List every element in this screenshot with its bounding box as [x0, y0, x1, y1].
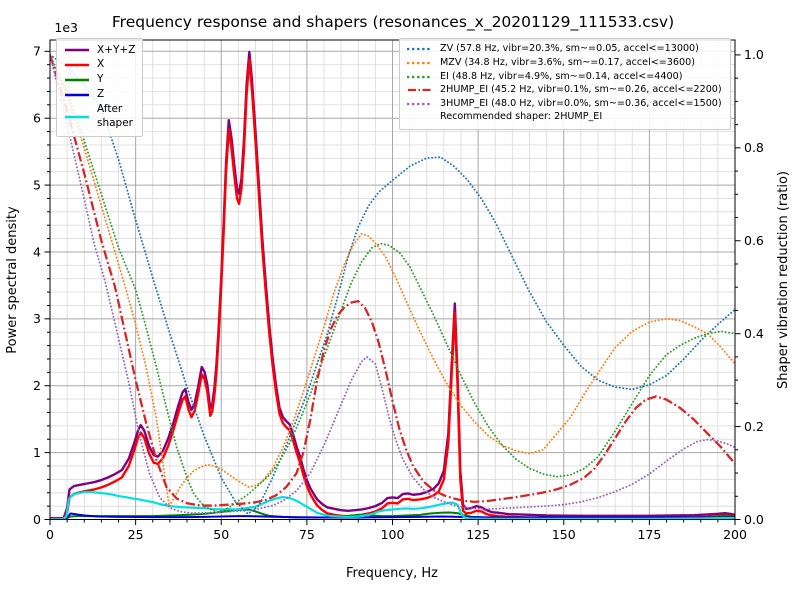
- y-left-tick-label: 5: [33, 177, 41, 192]
- legend-item-label: Recommended shaper: 2HUMP_EI: [440, 111, 603, 123]
- legend-item: Y: [64, 73, 135, 86]
- legend-line-swatch: [407, 61, 433, 65]
- y-right-tick-label: 0.2: [744, 419, 764, 434]
- x-tick-label: 50: [213, 527, 229, 542]
- shaper-legend: ZV (57.8 Hz, vibr=20.3%, sm~=0.05, accel…: [399, 38, 731, 131]
- legend-line-swatch: [407, 75, 433, 79]
- x-tick-label: 150: [552, 527, 576, 542]
- x-tick-label: 175: [637, 527, 661, 542]
- y-right-tick-label: 0.6: [744, 233, 764, 248]
- legend-item-label: X: [97, 58, 105, 71]
- x-tick-label: 0: [46, 527, 54, 542]
- legend-line-swatch: [65, 78, 89, 82]
- legend-item-label: EI (48.8 Hz, vibr=4.9%, sm~=0.14, accel<…: [440, 70, 683, 82]
- y-left-tick-label: 0: [33, 512, 41, 527]
- series-3hump-ei: [50, 53, 735, 514]
- series-after-shaper: [50, 490, 735, 520]
- legend-item: After shaper: [64, 103, 135, 130]
- y-left-tick-label: 1: [33, 445, 41, 460]
- legend-item: 2HUMP_EI (45.2 Hz, vibr=0.1%, sm~=0.26, …: [407, 84, 722, 96]
- legend-item: X: [64, 58, 135, 71]
- axis-ticks: 0 25 50 75 100 125 150 175 200 0 1 2 3 4 5 6 7 0.0 0.2 0.4 0…: [33, 44, 764, 542]
- series-z: [50, 512, 735, 520]
- x-tick-label: 25: [128, 527, 144, 542]
- legend-line-swatch: [408, 89, 432, 92]
- legend-item-label: After shaper: [97, 103, 134, 129]
- y-left-tick-label: 2: [33, 378, 41, 393]
- y-axis-left-label: Power spectral density: [5, 206, 20, 354]
- y-right-tick-label: 0.4: [744, 326, 764, 341]
- legend-item: Recommended shaper: 2HUMP_EI: [407, 111, 722, 123]
- legend-item-label: Z: [97, 88, 105, 101]
- legend-item: EI (48.8 Hz, vibr=4.9%, sm~=0.14, accel<…: [407, 71, 722, 83]
- legend-line-swatch: [65, 115, 89, 118]
- x-tick-label: 100: [381, 527, 405, 542]
- y-left-tick-label: 6: [33, 110, 41, 125]
- series-2hump-ei: [50, 54, 735, 507]
- series-mzv: [50, 53, 735, 508]
- y-left-tick-label: 4: [33, 244, 41, 259]
- legend-line-swatch: [407, 102, 433, 106]
- legend-item: Z: [64, 88, 135, 101]
- y-axis-right-label: Shaper vibration reduction (ratio): [776, 171, 791, 389]
- y-axis-offset-label: 1e3: [54, 20, 78, 35]
- data-series: [50, 50, 735, 520]
- chart-title: Frequency response and shapers (resonanc…: [112, 13, 674, 32]
- y-right-tick-label: 0.8: [744, 140, 764, 155]
- legend-line-swatch: [407, 48, 433, 51]
- series-ei: [50, 53, 735, 514]
- series-zv: [50, 53, 735, 515]
- legend-item-label: ZV (57.8 Hz, vibr=20.3%, sm~=0.05, accel…: [440, 43, 699, 55]
- legend-item: X+Y+Z: [64, 44, 135, 57]
- axes-spines: [49, 39, 736, 520]
- legend-line-swatch: [65, 48, 89, 52]
- y-left-tick-label: 7: [33, 44, 41, 59]
- legend-item-label: 2HUMP_EI (45.2 Hz, vibr=0.1%, sm~=0.26, …: [440, 84, 722, 96]
- psd-legend: X+Y+Z X Y Z After shaper: [56, 38, 144, 137]
- y-right-tick-label: 1.0: [744, 47, 764, 62]
- legend-item-label: Y: [97, 73, 104, 86]
- legend-item-label: X+Y+Z: [97, 43, 136, 56]
- y-left-tick-label: 3: [33, 311, 41, 326]
- x-tick-label: 200: [723, 527, 747, 542]
- legend-item-label: MZV (34.8 Hz, vibr=3.6%, sm~=0.17, accel…: [440, 56, 695, 68]
- legend-line-swatch: [65, 63, 89, 67]
- legend-item: MZV (34.8 Hz, vibr=3.6%, sm~=0.17, accel…: [407, 57, 722, 69]
- legend-line-swatch: [407, 113, 433, 123]
- x-tick-label: 125: [466, 527, 490, 542]
- y-right-tick-label: 0.0: [744, 512, 764, 527]
- legend-line-swatch: [65, 93, 89, 97]
- x-axis-label: Frequency, Hz: [346, 566, 438, 581]
- legend-item-label: 3HUMP_EI (48.0 Hz, vibr=0.0%, sm~=0.36, …: [440, 97, 722, 109]
- legend-item: 3HUMP_EI (48.0 Hz, vibr=0.0%, sm~=0.36, …: [407, 98, 722, 110]
- legend-item: ZV (57.8 Hz, vibr=20.3%, sm~=0.05, accel…: [407, 43, 722, 55]
- x-tick-label: 75: [299, 527, 315, 542]
